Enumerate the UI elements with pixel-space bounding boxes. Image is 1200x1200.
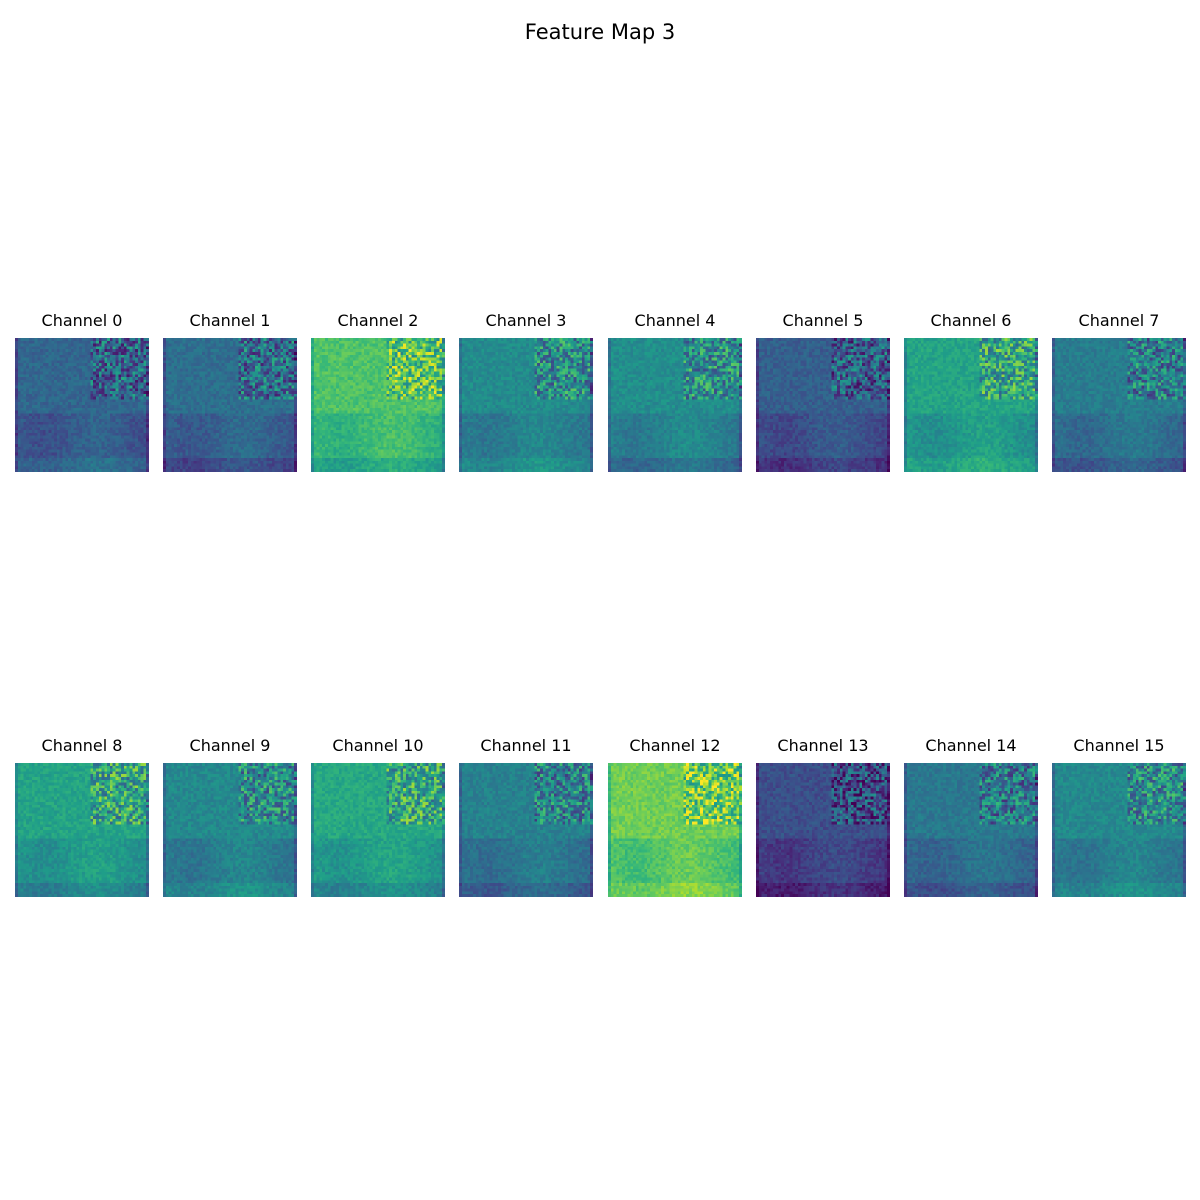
channel-title: Channel 14: [890, 736, 1052, 756]
channel-heatmap: [15, 763, 149, 897]
channel-heatmap: [608, 338, 742, 472]
channel-title: Channel 4: [594, 311, 756, 331]
channel-title: Channel 11: [445, 736, 607, 756]
channel-title: Channel 8: [1, 736, 163, 756]
channel-title: Channel 7: [1038, 311, 1200, 331]
channel-title: Channel 2: [297, 311, 459, 331]
channel-title: Channel 0: [1, 311, 163, 331]
channel-title: Channel 12: [594, 736, 756, 756]
channel-heatmap: [459, 763, 593, 897]
channel-title: Channel 1: [149, 311, 311, 331]
channel-heatmap: [756, 763, 890, 897]
channel-heatmap: [756, 338, 890, 472]
channel-heatmap: [1052, 763, 1186, 897]
channel-heatmap: [311, 338, 445, 472]
channel-heatmap: [15, 338, 149, 472]
channel-heatmap: [1052, 338, 1186, 472]
figure-title: Feature Map 3: [0, 19, 1200, 45]
channel-title: Channel 13: [742, 736, 904, 756]
channel-heatmap: [163, 338, 297, 472]
channel-heatmap: [904, 763, 1038, 897]
channel-heatmap: [163, 763, 297, 897]
channel-heatmap: [904, 338, 1038, 472]
channel-heatmap: [459, 338, 593, 472]
channel-title: Channel 10: [297, 736, 459, 756]
channel-heatmap: [608, 763, 742, 897]
channel-title: Channel 9: [149, 736, 311, 756]
channel-title: Channel 5: [742, 311, 904, 331]
channel-title: Channel 15: [1038, 736, 1200, 756]
channel-heatmap: [311, 763, 445, 897]
channel-title: Channel 3: [445, 311, 607, 331]
channel-title: Channel 6: [890, 311, 1052, 331]
